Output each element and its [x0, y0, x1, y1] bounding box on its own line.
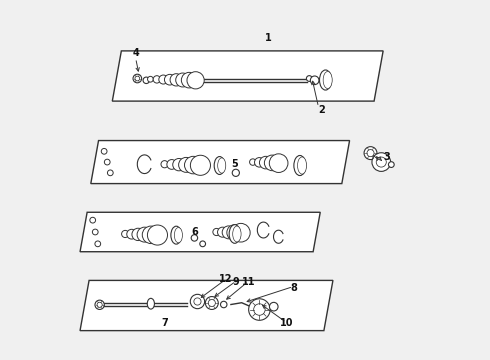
- Circle shape: [254, 158, 264, 167]
- Circle shape: [143, 77, 149, 84]
- Polygon shape: [112, 51, 383, 101]
- Circle shape: [265, 155, 280, 171]
- Ellipse shape: [323, 72, 332, 89]
- Circle shape: [137, 227, 152, 242]
- Circle shape: [191, 155, 211, 175]
- Circle shape: [254, 304, 265, 315]
- Text: 12: 12: [219, 274, 232, 284]
- Circle shape: [127, 229, 137, 239]
- Circle shape: [248, 299, 270, 320]
- Circle shape: [364, 147, 377, 159]
- Circle shape: [153, 76, 161, 83]
- Circle shape: [181, 72, 197, 88]
- Circle shape: [187, 72, 204, 89]
- Ellipse shape: [233, 226, 241, 242]
- Text: 4: 4: [132, 48, 139, 58]
- Ellipse shape: [171, 226, 182, 244]
- Circle shape: [170, 74, 182, 86]
- Circle shape: [159, 75, 168, 84]
- Circle shape: [133, 74, 142, 83]
- Text: 8: 8: [290, 283, 297, 293]
- Circle shape: [310, 76, 319, 85]
- Circle shape: [205, 297, 218, 310]
- Circle shape: [176, 73, 190, 87]
- Circle shape: [270, 154, 288, 172]
- Circle shape: [200, 241, 205, 247]
- Circle shape: [167, 159, 176, 169]
- Circle shape: [372, 153, 391, 171]
- Circle shape: [227, 225, 243, 240]
- Text: 7: 7: [161, 319, 168, 328]
- Polygon shape: [80, 212, 320, 252]
- Ellipse shape: [229, 225, 240, 243]
- Circle shape: [97, 302, 102, 307]
- Circle shape: [190, 294, 205, 309]
- Circle shape: [222, 226, 235, 239]
- Circle shape: [220, 301, 227, 308]
- Circle shape: [90, 217, 96, 223]
- Ellipse shape: [294, 156, 306, 176]
- Ellipse shape: [297, 157, 307, 174]
- Circle shape: [213, 228, 220, 235]
- Text: 6: 6: [192, 227, 198, 237]
- Ellipse shape: [214, 157, 225, 175]
- Circle shape: [376, 157, 386, 167]
- Circle shape: [185, 156, 202, 174]
- Polygon shape: [80, 280, 333, 330]
- Circle shape: [122, 230, 129, 238]
- Circle shape: [231, 224, 250, 242]
- Text: 3: 3: [383, 152, 390, 162]
- Circle shape: [259, 156, 272, 169]
- Circle shape: [249, 159, 256, 165]
- Ellipse shape: [147, 298, 154, 309]
- Circle shape: [179, 157, 194, 172]
- Polygon shape: [91, 140, 349, 184]
- Circle shape: [173, 158, 185, 171]
- Text: 1: 1: [265, 33, 271, 43]
- Circle shape: [367, 149, 374, 157]
- Circle shape: [270, 302, 278, 311]
- Circle shape: [194, 298, 201, 305]
- Text: 2: 2: [318, 105, 325, 115]
- Circle shape: [135, 76, 140, 81]
- Ellipse shape: [319, 70, 332, 90]
- Circle shape: [142, 226, 160, 244]
- Text: 11: 11: [242, 277, 255, 287]
- Circle shape: [191, 235, 197, 241]
- Circle shape: [95, 300, 104, 310]
- Circle shape: [95, 241, 100, 247]
- Text: 5: 5: [231, 159, 238, 169]
- Circle shape: [306, 76, 312, 81]
- Circle shape: [389, 162, 394, 167]
- Text: 9: 9: [233, 277, 240, 287]
- Circle shape: [132, 228, 144, 240]
- Circle shape: [107, 170, 113, 176]
- Circle shape: [93, 229, 98, 235]
- Circle shape: [161, 161, 168, 168]
- Circle shape: [147, 76, 153, 82]
- Ellipse shape: [218, 158, 226, 173]
- Circle shape: [147, 225, 168, 245]
- Circle shape: [232, 169, 240, 176]
- Circle shape: [104, 159, 110, 165]
- Text: 10: 10: [279, 319, 293, 328]
- Circle shape: [218, 227, 227, 237]
- Circle shape: [208, 300, 216, 307]
- Circle shape: [165, 75, 175, 85]
- Circle shape: [101, 148, 107, 154]
- Ellipse shape: [174, 228, 182, 243]
